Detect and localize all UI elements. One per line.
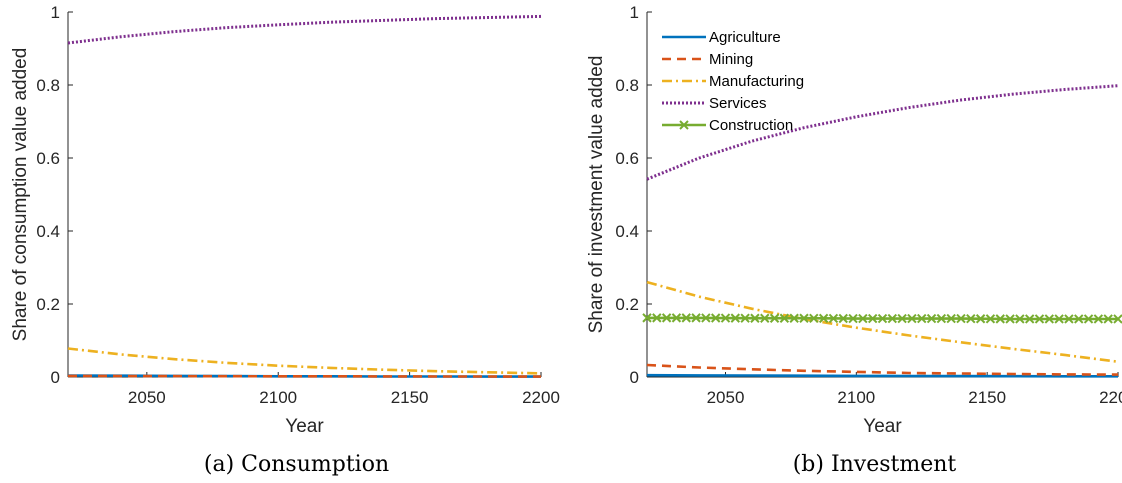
chart-panel-2: 0 0.2 0.4 0.6 0.8 1 2050 2100 2150 2200 Year Share … (586, 3, 1122, 477)
y-tick-label: 0.6 (615, 149, 639, 168)
series-marker-construction (1044, 314, 1055, 324)
series-marker-construction (877, 313, 888, 324)
series-marker-construction (1093, 314, 1104, 324)
x-tick-label: 2150 (968, 388, 1006, 407)
series-line-services (67, 14, 542, 45)
series-marker-construction (740, 313, 750, 323)
y-tick-label: 0.8 (36, 76, 60, 95)
x-axis-label: Year (863, 416, 902, 437)
legend-marker-construction (679, 120, 689, 130)
x-tick-label: 2050 (128, 388, 166, 407)
series-marker-construction (887, 313, 898, 324)
series-marker-construction (671, 313, 682, 323)
legend-label-construction: Construction (709, 117, 793, 134)
series-marker-construction (799, 313, 809, 323)
series-marker-construction (828, 313, 839, 324)
y-tick-label: 1 (51, 3, 60, 22)
series-marker-construction (946, 313, 956, 324)
series-marker-construction (720, 313, 731, 323)
series-marker-construction (907, 313, 917, 324)
series-marker-construction (897, 313, 907, 324)
series-marker-construction (1024, 314, 1035, 324)
panel-caption: (b) Investment (793, 452, 957, 477)
y-tick-label: 0.4 (36, 222, 60, 241)
x-tick-label: 2150 (391, 388, 429, 407)
series-marker-construction (1054, 314, 1064, 324)
series-marker-construction (995, 314, 1005, 324)
series-marker-construction (642, 313, 652, 323)
series-marker-construction (789, 313, 799, 323)
series-marker-construction (1113, 314, 1122, 324)
series-marker-construction (710, 313, 721, 323)
series-line-agriculture (646, 373, 1118, 378)
series-marker-construction (1015, 314, 1025, 324)
series-marker-construction (691, 313, 701, 323)
series-marker-construction (769, 313, 780, 323)
series-marker-construction (1034, 314, 1045, 324)
series-marker-construction (701, 313, 711, 323)
series-line-manufacturing (67, 347, 542, 375)
series-marker-construction (809, 313, 819, 324)
series-marker-construction (848, 313, 858, 324)
series-marker-construction (917, 313, 927, 324)
series-marker-construction (858, 313, 868, 324)
series-marker-construction (681, 313, 691, 323)
y-tick-label: 0 (51, 368, 60, 387)
series-marker-construction (867, 313, 878, 324)
y-axis-label: Share of investment value added (586, 56, 607, 334)
y-tick-label: 0 (630, 368, 639, 387)
legend-label-agriculture: Agriculture (709, 29, 781, 46)
series-marker-construction (1103, 314, 1113, 324)
series-marker-construction (838, 313, 848, 324)
series-marker-construction (652, 313, 662, 323)
x-tick-label: 2100 (837, 388, 875, 407)
series-marker-construction (966, 313, 976, 324)
series-marker-construction (818, 313, 829, 324)
series-line-services (646, 84, 1119, 181)
series-marker-construction (1064, 314, 1074, 324)
panel-caption: (a) Consumption (204, 452, 389, 477)
series-marker-construction (1083, 314, 1094, 324)
y-tick-label: 0.8 (615, 76, 639, 95)
series-marker-construction (760, 313, 770, 323)
series-line-agriculture (67, 374, 541, 378)
series-marker-construction (956, 313, 966, 324)
y-tick-label: 1 (630, 3, 639, 22)
y-tick-label: 0.4 (615, 222, 639, 241)
series-marker-construction (975, 314, 986, 324)
series-marker-construction (1074, 314, 1084, 324)
legend-label-services: Services (709, 95, 767, 112)
x-tick-label: 2200 (522, 388, 560, 407)
series-line-mining (67, 374, 542, 378)
y-axis-label: Share of consumption value added (10, 48, 31, 342)
series-marker-construction (936, 313, 947, 324)
x-tick-label: 2100 (259, 388, 297, 407)
chart-panel-1: 0 0.2 0.4 0.6 0.8 1 2050 2100 2150 2200 Year Share … (10, 3, 560, 477)
x-tick-label: 2200 (1099, 388, 1122, 407)
x-axis-label: Year (285, 416, 324, 437)
legend-label-manufacturing: Manufacturing (709, 73, 804, 90)
series-line-manufacturing (646, 280, 1119, 363)
legend-label-mining: Mining (709, 51, 753, 68)
series-line-mining (646, 363, 1119, 376)
y-tick-label: 0.2 (615, 295, 639, 314)
series-marker-construction (750, 313, 760, 323)
y-tick-label: 0.6 (36, 149, 60, 168)
series-marker-construction (661, 313, 672, 323)
series-marker-construction (926, 313, 937, 324)
series-marker-construction (779, 313, 790, 323)
y-tick-label: 0.2 (36, 295, 60, 314)
series-marker-construction (730, 313, 741, 323)
legend: Agriculture Mining Manufacturing Services Co… (662, 29, 804, 134)
series-marker-construction (985, 314, 996, 324)
series-marker-construction (1005, 314, 1015, 324)
x-tick-label: 2050 (707, 388, 745, 407)
